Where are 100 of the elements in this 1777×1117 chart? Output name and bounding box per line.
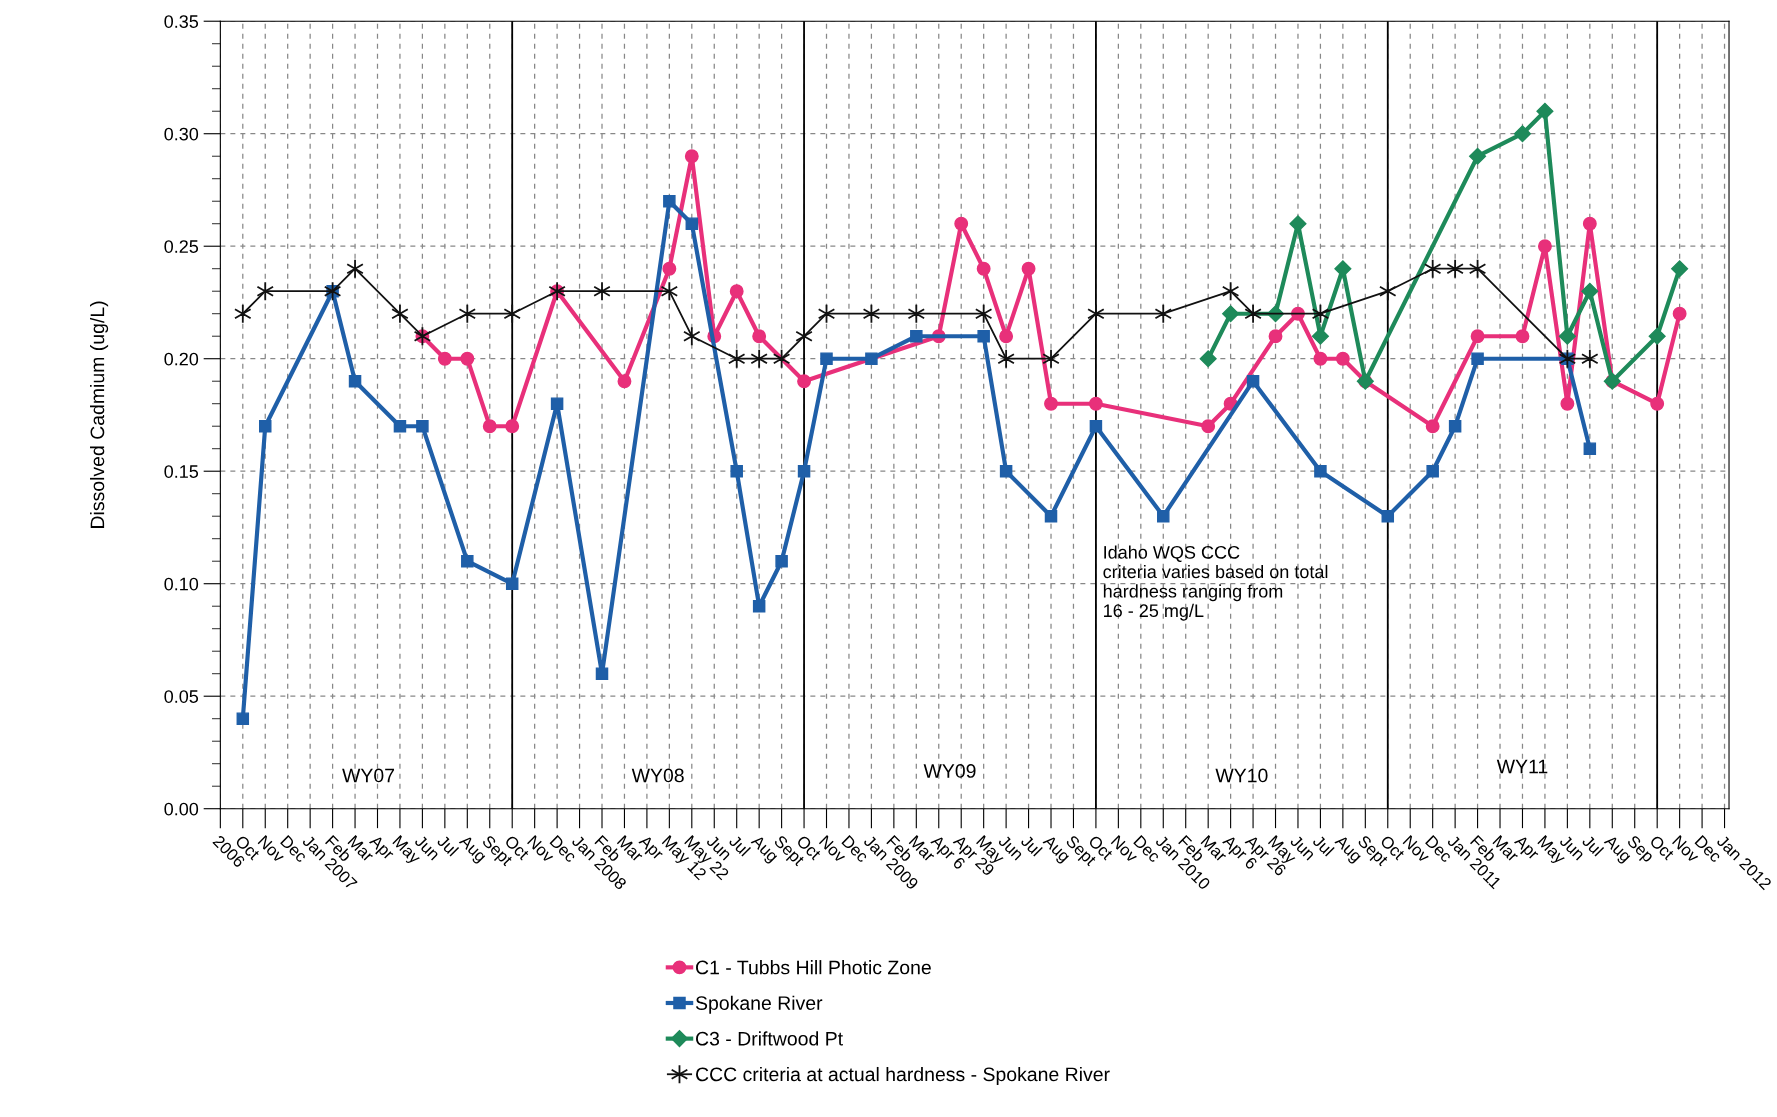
- y-tick-label: 0.10: [164, 577, 199, 591]
- point: [1537, 239, 1552, 254]
- point: [729, 284, 744, 299]
- point: [1560, 396, 1575, 411]
- point: [1425, 419, 1440, 434]
- point: [1157, 509, 1170, 523]
- point: [1222, 305, 1240, 323]
- point: [1471, 352, 1484, 365]
- point: [505, 577, 519, 590]
- point: [482, 419, 497, 434]
- point: [999, 329, 1014, 344]
- point: [865, 352, 878, 365]
- x-tick-label: Jul: [1020, 833, 1043, 857]
- point: [730, 464, 743, 478]
- point: [1335, 351, 1350, 366]
- point: [775, 554, 788, 568]
- point: [1581, 348, 1599, 369]
- point: [1311, 327, 1329, 345]
- point: [954, 216, 969, 231]
- point: [1089, 419, 1103, 433]
- point: [458, 303, 477, 324]
- point: [617, 374, 632, 389]
- point: [772, 348, 791, 369]
- y-tick-label: 0.25: [164, 240, 199, 253]
- point: [505, 419, 520, 434]
- point: [797, 464, 811, 478]
- point: [752, 599, 766, 613]
- point: [977, 329, 990, 343]
- point: [1469, 147, 1487, 165]
- y-tick-label: 0.05: [164, 690, 199, 703]
- point: [1021, 261, 1036, 276]
- point: [1468, 258, 1487, 279]
- point: [1671, 260, 1689, 278]
- point: [256, 281, 274, 302]
- point: [258, 419, 272, 433]
- point: [976, 261, 991, 276]
- point: [1448, 419, 1462, 433]
- point: [727, 348, 746, 369]
- point: [595, 667, 609, 680]
- point: [1426, 464, 1439, 478]
- point: [1423, 258, 1442, 279]
- point: [1582, 216, 1597, 231]
- x-tick-label: Jul: [436, 833, 460, 857]
- point: [1314, 464, 1327, 478]
- y-tick-label: 0.20: [164, 352, 199, 366]
- point: [1154, 303, 1172, 324]
- point: [1199, 350, 1217, 368]
- point: [1558, 348, 1577, 369]
- point: [683, 326, 701, 347]
- point: [663, 194, 676, 208]
- y-tick-label: 0.00: [164, 802, 199, 816]
- point: [1672, 306, 1687, 321]
- point: [685, 217, 699, 230]
- point: [503, 303, 521, 324]
- point: [1648, 327, 1666, 345]
- point: [1246, 374, 1260, 388]
- point: [1268, 329, 1283, 344]
- point: [1311, 303, 1330, 324]
- point: [1044, 509, 1058, 523]
- x-tick-label: Jul: [1581, 833, 1605, 857]
- point: [1650, 396, 1665, 411]
- point: [346, 258, 364, 279]
- point: [1381, 509, 1395, 523]
- point: [437, 351, 452, 366]
- point: [1515, 329, 1530, 344]
- point: [1334, 260, 1352, 278]
- point: [1244, 303, 1262, 324]
- point: [348, 374, 362, 388]
- point: [1470, 329, 1485, 344]
- point: [393, 419, 407, 433]
- point: [234, 303, 252, 324]
- annotation: Idaho WQS CCC criteria varies based on total hardness ranging from 16 - 25 mg/L: [1103, 545, 1328, 621]
- point: [817, 303, 836, 324]
- y-tick-label: 0.35: [164, 15, 199, 28]
- point: [795, 326, 813, 347]
- x-tick-label: Jul: [728, 833, 751, 857]
- y-axis-title: Dissolved Cadmium (ug/L): [90, 301, 109, 528]
- annotation: WY07: [342, 768, 395, 783]
- point: [460, 351, 475, 366]
- point: [1221, 281, 1240, 302]
- point: [660, 281, 679, 302]
- point: [1536, 102, 1554, 120]
- point: [1558, 327, 1576, 345]
- point: [662, 261, 677, 276]
- annotation: WY11: [1496, 759, 1548, 774]
- y-tick-label: 0.30: [164, 127, 199, 141]
- point: [416, 419, 429, 433]
- point: [974, 303, 993, 324]
- point: [752, 329, 767, 344]
- point: [1313, 351, 1328, 366]
- point: [1044, 396, 1058, 411]
- point: [1042, 348, 1060, 369]
- point: [236, 712, 250, 725]
- point: [1379, 281, 1397, 302]
- point: [593, 281, 611, 302]
- point: [1581, 282, 1599, 300]
- point: [550, 397, 564, 410]
- annotation: WY10: [1215, 768, 1268, 783]
- point: [1446, 258, 1464, 279]
- legend-label: CCC criteria at actual hardness - Spokane River: [696, 1066, 1110, 1086]
